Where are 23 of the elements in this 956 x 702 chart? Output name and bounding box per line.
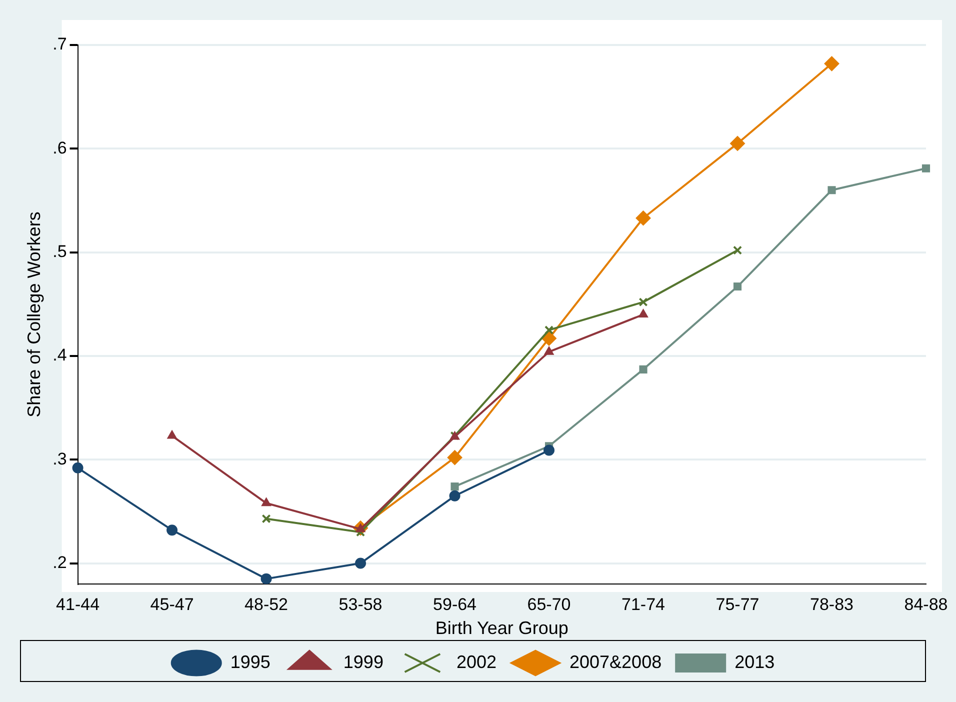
y-axis-title: Share of College Workers bbox=[24, 212, 44, 418]
x-tick-label: 48-52 bbox=[244, 594, 288, 614]
legend-label: 2013 bbox=[734, 652, 775, 672]
y-tick-label: .4 bbox=[52, 346, 67, 365]
y-tick-label: .7 bbox=[52, 34, 67, 54]
x-axis-title: Birth Year Group bbox=[435, 618, 568, 638]
x-tick-label: 53-58 bbox=[338, 594, 382, 614]
x-tick-label: 78-83 bbox=[810, 594, 854, 614]
y-tick-label: .3 bbox=[52, 449, 67, 468]
x-tick-label: 45-47 bbox=[150, 594, 194, 614]
legend-label: 2002 bbox=[456, 652, 496, 672]
x-tick-label: 84-88 bbox=[904, 594, 948, 614]
y-tick-label: .2 bbox=[52, 552, 67, 572]
legend-label: 1995 bbox=[230, 652, 270, 672]
x-tick-label: 75-77 bbox=[716, 594, 760, 614]
legend-label: 1999 bbox=[343, 652, 384, 672]
legend-label: 2007&2008 bbox=[569, 652, 662, 672]
x-tick-label: 59-64 bbox=[433, 594, 477, 614]
x-tick-label: 71-74 bbox=[622, 594, 665, 614]
x-tick-label: 65-70 bbox=[527, 594, 571, 614]
y-tick-label: .5 bbox=[52, 242, 67, 261]
x-tick-label: 41-44 bbox=[56, 594, 100, 614]
y-tick-label: .6 bbox=[52, 138, 67, 158]
